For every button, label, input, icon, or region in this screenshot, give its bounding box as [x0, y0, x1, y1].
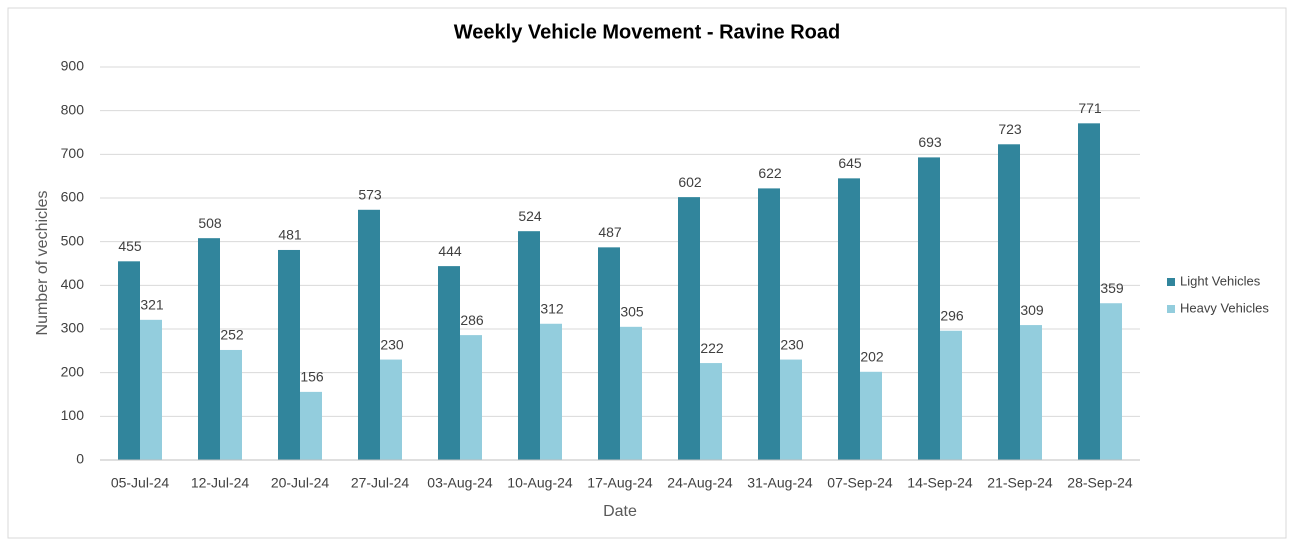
- data-label: 723: [998, 121, 1022, 137]
- data-label: 202: [860, 348, 884, 364]
- data-label: 286: [460, 312, 484, 328]
- data-label: 444: [438, 243, 462, 259]
- bar: [1100, 303, 1122, 460]
- y-tick-label: 800: [61, 101, 85, 117]
- x-tick-label: 27-Jul-24: [351, 475, 410, 491]
- y-axis-title: Number of vechicles: [34, 191, 51, 336]
- data-label: 312: [540, 300, 564, 316]
- data-label: 222: [700, 340, 724, 356]
- y-tick-label: 900: [61, 58, 85, 74]
- y-tick-label: 400: [61, 276, 85, 292]
- bar: [780, 359, 802, 460]
- y-tick-label: 500: [61, 232, 85, 248]
- bar: [940, 330, 962, 460]
- bar: [198, 238, 220, 460]
- x-tick-label: 17-Aug-24: [587, 475, 653, 491]
- data-label: 645: [838, 155, 862, 171]
- x-tick-label: 20-Jul-24: [271, 475, 330, 491]
- data-label: 693: [918, 134, 942, 150]
- x-tick-label: 31-Aug-24: [747, 475, 813, 491]
- bar: [700, 363, 722, 460]
- data-label: 622: [758, 165, 782, 181]
- y-tick-label: 700: [61, 145, 85, 161]
- x-tick-label: 05-Jul-24: [111, 475, 170, 491]
- data-label: 508: [198, 215, 222, 231]
- data-label: 487: [598, 224, 622, 240]
- data-label: 230: [380, 336, 404, 352]
- bar: [540, 323, 562, 460]
- bar: [118, 261, 140, 460]
- bar: [758, 188, 780, 461]
- bar: [860, 371, 882, 460]
- bar: [518, 231, 540, 460]
- legend-label: Heavy Vehicles: [1180, 300, 1269, 315]
- data-label: 296: [940, 307, 964, 323]
- data-label: 305: [620, 304, 644, 320]
- data-label: 156: [300, 369, 324, 385]
- data-label: 573: [358, 186, 382, 202]
- y-tick-label: 600: [61, 189, 85, 205]
- data-label: 524: [518, 208, 542, 224]
- bar: [1078, 123, 1100, 460]
- data-label: 321: [140, 297, 164, 313]
- legend-label: Light Vehicles: [1180, 273, 1261, 288]
- x-tick-label: 24-Aug-24: [667, 475, 733, 491]
- bar: [358, 209, 380, 460]
- x-axis-title: Date: [603, 503, 637, 520]
- legend-swatch: [1167, 305, 1175, 313]
- data-label: 602: [678, 174, 702, 190]
- bar: [838, 178, 860, 460]
- data-label: 230: [780, 336, 804, 352]
- bar: [998, 144, 1020, 461]
- bar: [278, 249, 300, 460]
- y-tick-label: 300: [61, 320, 85, 336]
- x-tick-label: 10-Aug-24: [507, 475, 573, 491]
- x-tick-label: 28-Sep-24: [1067, 475, 1133, 491]
- chart-title: Weekly Vehicle Movement - Ravine Road: [454, 21, 840, 43]
- bar: [1020, 325, 1042, 460]
- data-label: 359: [1100, 280, 1124, 296]
- data-label: 455: [118, 238, 142, 254]
- bar: [678, 197, 700, 461]
- data-label: 309: [1020, 302, 1044, 318]
- data-label: 771: [1078, 100, 1102, 116]
- x-tick-label: 03-Aug-24: [427, 475, 493, 491]
- data-label: 252: [220, 327, 244, 343]
- bar: [918, 157, 940, 460]
- y-tick-label: 0: [76, 451, 84, 467]
- x-tick-label: 12-Jul-24: [191, 475, 250, 491]
- bar: [460, 335, 482, 460]
- x-tick-label: 14-Sep-24: [907, 475, 973, 491]
- bar: [380, 359, 402, 460]
- y-tick-label: 200: [61, 363, 85, 379]
- x-tick-label: 07-Sep-24: [827, 475, 893, 491]
- y-tick-label: 100: [61, 407, 85, 423]
- x-tick-label: 21-Sep-24: [987, 475, 1053, 491]
- bar: [300, 391, 322, 460]
- bar: [438, 266, 460, 460]
- bar: [598, 247, 620, 460]
- bar: [220, 349, 242, 460]
- bar: [620, 326, 642, 460]
- bar: [140, 319, 162, 460]
- data-label: 481: [278, 227, 302, 243]
- legend-swatch: [1167, 278, 1175, 286]
